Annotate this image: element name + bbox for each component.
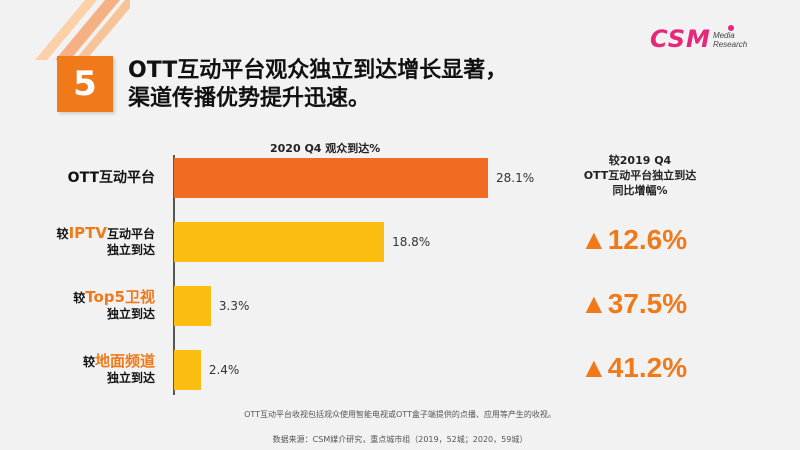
category-label-3: 较Top5卫视 独立到达 <box>73 288 155 321</box>
title-line-2: 渠道传播优势提升迅速。 <box>128 86 371 111</box>
bar-value-label-4: 2.4% <box>208 363 240 377</box>
bar-3 <box>174 286 211 326</box>
growth-header-line-2: OTT互动平台独立到达 <box>583 169 697 182</box>
bar-value-label-3: 3.3% <box>218 299 250 313</box>
page-title: OTT互动平台观众独立到达增长显著， 渠道传播优势提升迅速。 <box>128 57 507 113</box>
logo-sub-1: Media <box>712 31 735 40</box>
section-number-badge: 5 <box>57 56 113 112</box>
category-label-1: OTT互动平台 <box>67 170 155 186</box>
bar-2 <box>174 222 385 262</box>
chart-title: 2020 Q4 观众到达% <box>270 142 381 155</box>
category-label-2: 较IPTV互动平台 独立到达 <box>56 224 155 257</box>
csm-logo: CSM Media Research <box>650 24 747 54</box>
bar-4 <box>174 350 201 390</box>
category-label-4: 较地面频道 独立到达 <box>82 352 155 385</box>
growth-value-2: ▲12.6% <box>580 224 688 255</box>
chart-axis-line <box>173 155 175 395</box>
decorative-stripes <box>35 0 130 60</box>
bar-value-label-1: 28.1% <box>496 171 535 185</box>
growth-header-line-3: 同比增幅% <box>612 184 668 197</box>
logo-sub-2: Research <box>712 40 748 49</box>
title-line-1: OTT互动平台观众独立到达增长显著， <box>128 58 508 83</box>
growth-header: 较2019 Q4 OTT互动平台独立到达 同比增幅% <box>560 153 720 198</box>
footnote-note: OTT互动平台收视包括观众使用智能电视或OTT盒子端提供的点播、应用等产生的收视… <box>244 410 556 419</box>
footnote-source: 数据来源：CSM媒介研究，重点城市组（2019，52城；2020，59城） <box>272 435 528 444</box>
bar-value-label-2: 18.8% <box>392 235 431 249</box>
growth-value-3: ▲37.5% <box>580 288 688 319</box>
growth-value-4: ▲41.2% <box>580 352 688 383</box>
logo-subtitle: Media Research <box>713 31 747 49</box>
growth-header-line-1: 较2019 Q4 <box>608 154 672 167</box>
bar-1 <box>174 158 488 198</box>
logo-dot-icon <box>728 25 734 31</box>
logo-brand: CSM <box>650 25 711 53</box>
